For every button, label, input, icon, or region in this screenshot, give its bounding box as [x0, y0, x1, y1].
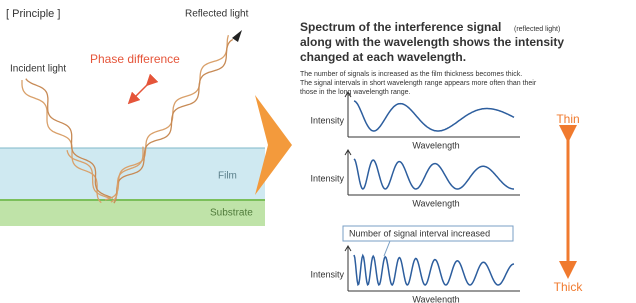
- callout-pointer: [384, 241, 390, 256]
- heading-note: (reflected light): [514, 26, 560, 33]
- diagram: [ Principle ] Reflected light Incident l…: [0, 0, 636, 303]
- principle-title: [ Principle ]: [6, 8, 60, 20]
- note-line: The number of signals is increased as th…: [300, 71, 522, 78]
- substrate-label: Substrate: [210, 208, 253, 219]
- x-axis-label: Wavelength: [412, 198, 459, 208]
- heading-line: changed at each wavelength.: [300, 50, 466, 64]
- arrow-head: [232, 30, 242, 42]
- reflected-label: Reflected light: [185, 9, 249, 20]
- spectrum-curve: [354, 159, 514, 189]
- y-axis-label: Intensity: [310, 173, 344, 183]
- film-label: Film: [218, 171, 237, 182]
- y-axis-label: Intensity: [310, 115, 344, 125]
- thin-label: Thin: [556, 112, 579, 126]
- heading-line: along with the wavelength shows the inte…: [300, 35, 564, 49]
- phase-label: Phase difference: [90, 52, 180, 66]
- direction-chevron: [255, 95, 292, 195]
- phase-arrow: [132, 82, 150, 100]
- heading-line: Spectrum of the interference signal: [300, 20, 501, 34]
- thick-label: Thick: [554, 280, 584, 294]
- y-axis-label: Intensity: [310, 269, 344, 279]
- callout-text: Number of signal interval increased: [349, 228, 490, 238]
- x-axis-label: Wavelength: [412, 294, 459, 303]
- incident-label: Incident light: [10, 64, 66, 75]
- x-axis-label: Wavelength: [412, 140, 459, 150]
- spectrum-curve: [354, 101, 514, 131]
- note-line: The signal intervals in short wavelength…: [300, 80, 537, 87]
- spectrum-curve: [354, 255, 514, 285]
- note-line: those in the long wavelength range.: [300, 89, 411, 96]
